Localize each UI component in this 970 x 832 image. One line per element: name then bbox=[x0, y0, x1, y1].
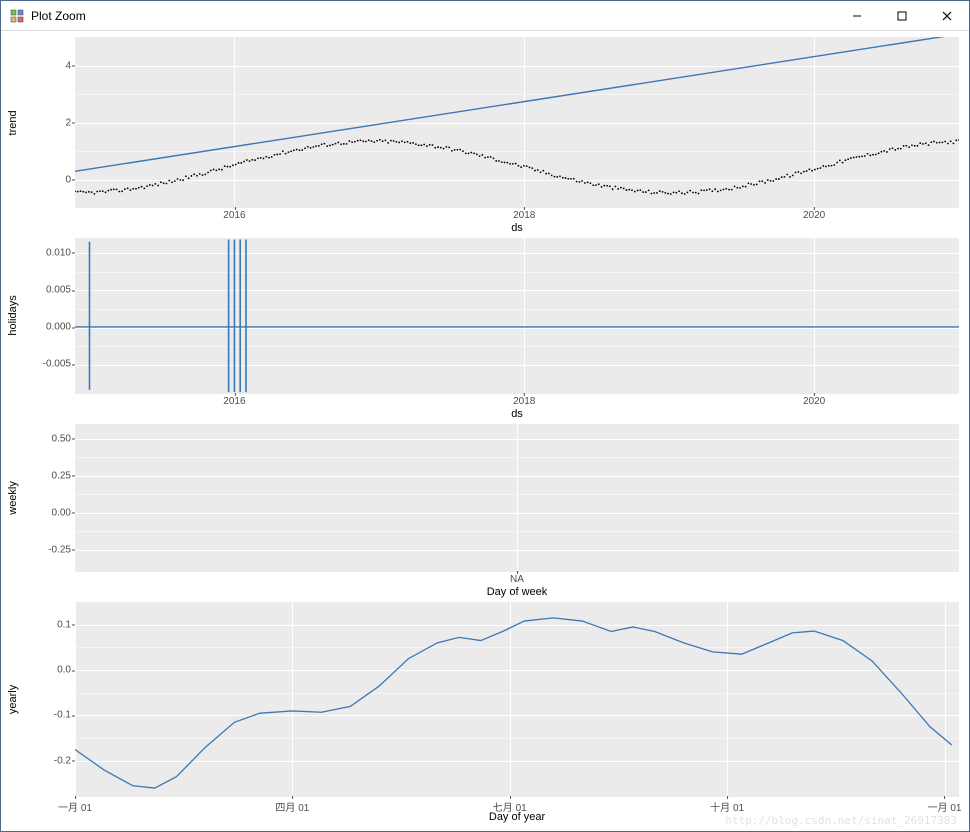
plot-yearly bbox=[75, 602, 959, 797]
ylabel-trend: trend bbox=[7, 37, 27, 208]
panel-holidays: holidays-0.0050.0000.0050.01020162018202… bbox=[7, 238, 959, 424]
xticks-weekly: NA bbox=[75, 572, 959, 586]
panel-weekly: weekly-0.250.000.250.50NADay of week bbox=[7, 424, 959, 602]
plot-weekly bbox=[75, 424, 959, 572]
plot-area: trend024201620182020dsholidays-0.0050.00… bbox=[1, 31, 969, 831]
close-button[interactable] bbox=[924, 1, 969, 31]
ylabel-weekly: weekly bbox=[7, 424, 27, 572]
xlabel-trend: ds bbox=[75, 222, 959, 238]
xticks-trend: 201620182020 bbox=[75, 208, 959, 222]
yticks-yearly: -0.2-0.10.00.1 bbox=[27, 602, 75, 797]
xticks-holidays: 201620182020 bbox=[75, 394, 959, 408]
maximize-button[interactable] bbox=[879, 1, 924, 31]
xlabel-holidays: ds bbox=[75, 408, 959, 424]
ylabel-yearly: yearly bbox=[7, 602, 27, 797]
window-title: Plot Zoom bbox=[31, 9, 86, 23]
xlabel-weekly: Day of week bbox=[75, 586, 959, 602]
plot-window: Plot Zoom trend024201620182020dsholidays… bbox=[0, 0, 970, 832]
yticks-holidays: -0.0050.0000.0050.010 bbox=[27, 238, 75, 394]
yticks-trend: 024 bbox=[27, 37, 75, 208]
ylabel-holidays: holidays bbox=[7, 238, 27, 394]
plot-holidays bbox=[75, 238, 959, 394]
app-icon bbox=[9, 8, 25, 24]
titlebar: Plot Zoom bbox=[1, 1, 969, 31]
plot-trend bbox=[75, 37, 959, 208]
panel-trend: trend024201620182020ds bbox=[7, 37, 959, 238]
panel-yearly: yearly-0.2-0.10.00.1一月 01四月 01七月 01十月 01… bbox=[7, 602, 959, 827]
yticks-weekly: -0.250.000.250.50 bbox=[27, 424, 75, 572]
xticks-yearly: 一月 01四月 01七月 01十月 01一月 01 bbox=[75, 797, 959, 811]
minimize-button[interactable] bbox=[834, 1, 879, 31]
